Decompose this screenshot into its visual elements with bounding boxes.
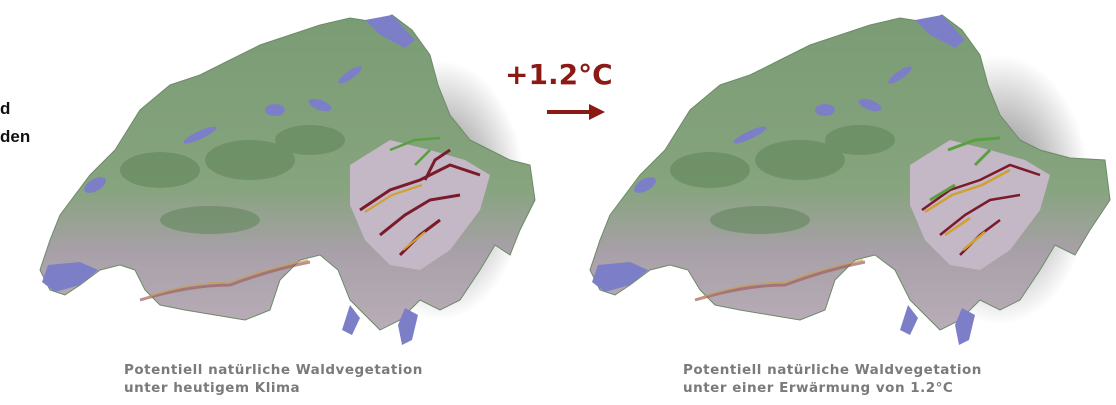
caption-line-1: Potentiell natürliche Waldvegetation — [683, 362, 982, 378]
lowland-forest-patches — [670, 125, 895, 234]
map-current-climate — [39, 14, 536, 345]
high-alpine-zone — [350, 136, 490, 270]
alpine-ridge-west — [694, 260, 866, 302]
alpine-ridge-west — [139, 260, 311, 302]
cropped-side-text: d den — [0, 95, 30, 151]
alpine-ridge-valley — [699, 259, 864, 299]
arrow-right-icon — [547, 104, 605, 120]
caption-line-1: Potentiell natürliche Waldvegetation — [124, 362, 423, 378]
lakes — [42, 15, 418, 345]
warming-label: +1.2°C — [505, 58, 613, 91]
caption-warming-scenario: Potentiell natürliche Waldvegetation unt… — [683, 361, 982, 397]
alpine-ridge-valley — [144, 259, 309, 299]
map-warming-scenario — [589, 14, 1111, 345]
caption-current-climate: Potentiell natürliche Waldvegetation unt… — [124, 361, 423, 397]
warming-indicator: +1.2°C — [505, 58, 645, 128]
caption-line-2: unter heutigem Klima — [124, 380, 301, 396]
high-alpine-zone — [910, 136, 1050, 270]
caption-line-2: unter einer Erwärmung von 1.2°C — [683, 380, 954, 396]
side-text-line-2: den — [0, 127, 31, 146]
lakes — [592, 15, 975, 345]
side-text-line-1: d — [0, 99, 11, 118]
lowland-forest-patches — [120, 125, 345, 234]
